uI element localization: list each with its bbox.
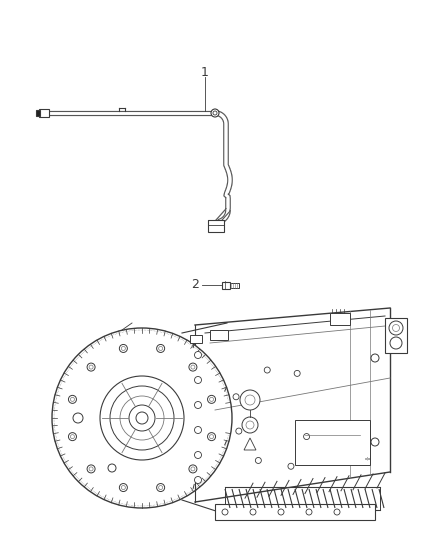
Circle shape — [294, 370, 300, 376]
Circle shape — [157, 483, 165, 491]
Circle shape — [68, 433, 77, 441]
Circle shape — [120, 344, 127, 352]
Circle shape — [73, 413, 83, 423]
Circle shape — [233, 394, 239, 400]
Bar — [222, 282, 230, 289]
Circle shape — [87, 363, 95, 371]
Bar — [385, 318, 407, 353]
Bar — [208, 220, 224, 232]
Bar — [36, 110, 40, 116]
Circle shape — [157, 344, 165, 352]
Circle shape — [371, 438, 379, 446]
Circle shape — [211, 109, 219, 117]
Circle shape — [87, 465, 95, 473]
Circle shape — [68, 395, 77, 403]
Circle shape — [288, 463, 294, 469]
Circle shape — [194, 477, 201, 483]
Circle shape — [334, 509, 340, 515]
Circle shape — [255, 457, 261, 464]
Circle shape — [304, 433, 310, 440]
Circle shape — [236, 428, 242, 434]
Circle shape — [194, 426, 201, 433]
Bar — [210, 330, 228, 340]
Circle shape — [306, 509, 312, 515]
Polygon shape — [49, 111, 215, 115]
Circle shape — [136, 412, 148, 424]
Circle shape — [371, 354, 379, 362]
Circle shape — [389, 321, 403, 335]
Bar — [330, 313, 350, 325]
Circle shape — [120, 483, 127, 491]
Circle shape — [250, 509, 256, 515]
Circle shape — [189, 465, 197, 473]
Circle shape — [194, 351, 201, 359]
Text: o|o: o|o — [365, 457, 371, 461]
Circle shape — [240, 390, 260, 410]
Polygon shape — [215, 111, 232, 224]
Text: 2: 2 — [191, 279, 199, 292]
Circle shape — [278, 509, 284, 515]
Bar — [295, 420, 370, 465]
Circle shape — [242, 417, 258, 433]
Bar — [230, 283, 239, 288]
Circle shape — [208, 395, 215, 403]
Bar — [215, 504, 375, 520]
Circle shape — [222, 509, 228, 515]
Circle shape — [264, 367, 270, 373]
Bar — [39, 109, 49, 117]
Circle shape — [390, 337, 402, 349]
Polygon shape — [244, 438, 256, 450]
Circle shape — [213, 111, 217, 115]
Circle shape — [208, 433, 215, 441]
Circle shape — [108, 464, 116, 472]
Circle shape — [194, 401, 201, 408]
Circle shape — [194, 451, 201, 458]
Text: 1: 1 — [201, 66, 209, 78]
Circle shape — [189, 363, 197, 371]
Circle shape — [194, 376, 201, 384]
Bar — [190, 335, 202, 343]
